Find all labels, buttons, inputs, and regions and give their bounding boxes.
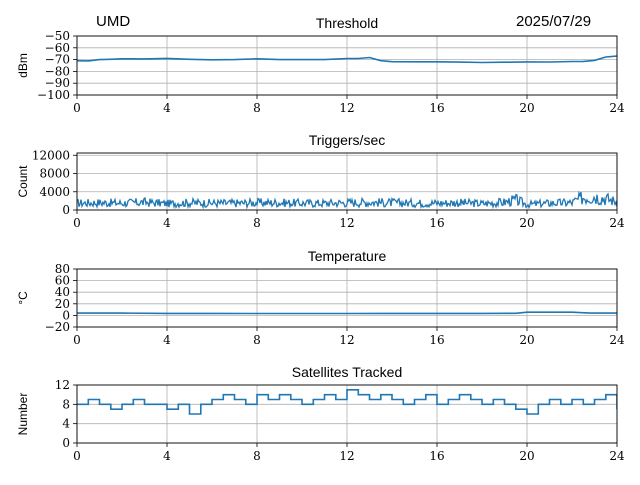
panel-0: Threshold 0 4 8 12 16 20 24 −50−60−70−80−90−100 d… [16,15,625,115]
x-tick-label: 4 [163,449,171,463]
y-tick-label: 0 [62,308,70,322]
y-tick-label: −20 [45,320,70,334]
y-tick-label: −60 [45,41,70,55]
y-tick-label: 80 [55,262,70,276]
x-tick-label: 4 [163,101,171,115]
x-tick-label: 4 [163,333,171,347]
panel-1-frame [76,152,618,211]
y-tick-label: −90 [45,76,70,90]
x-tick-label: 24 [609,449,625,463]
panel-1-title: Triggers/sec [309,132,386,148]
x-tick-label: 20 [519,333,534,347]
x-tick-label: 12 [339,333,354,347]
y-tick-label: 0 [62,436,70,450]
y-tick-label: 12000 [32,148,70,162]
x-tick-label: 24 [609,216,625,230]
panel-3-ylabel: Number [16,393,30,436]
y-tick-label: 8 [62,397,70,411]
panel-2-frame [76,268,618,328]
y-tick-label: 60 [55,274,70,288]
station-label: UMD [96,13,131,30]
y-tick-label: 8000 [39,167,70,181]
x-tick-label: 24 [609,333,625,347]
y-tick-label: 4000 [39,185,70,199]
x-tick-label: 16 [429,333,444,347]
y-tick-label: 20 [55,297,70,311]
x-tick-label: 20 [519,216,534,230]
x-tick-label: 0 [73,449,81,463]
x-tick-label: 12 [339,101,354,115]
panel-2-series-line [77,311,617,315]
panel-1-series-line [77,190,617,210]
x-tick-label: 20 [519,449,534,463]
panel-3-series-line [77,388,617,415]
panel-3: Satellites Tracked 0 4 8 12 16 20 24 12 8 4 0 Number [16,364,625,463]
x-tick-label: 12 [339,216,354,230]
panel-0-ylabel: dBm [16,53,30,78]
date-label: 2025/07/29 [516,13,592,30]
x-tick-label: 0 [73,333,81,347]
panel-2-ylabel: °C [16,291,30,305]
y-tick-label: −50 [45,29,70,43]
x-tick-label: 0 [73,216,81,230]
y-tick-label: −70 [45,53,70,67]
panel-0-title: Threshold [316,15,378,31]
x-tick-label: 8 [253,216,261,230]
panel-1: Triggers/sec 0 4 8 12 16 20 24 12000 8000 4000 0 Cou… [16,132,625,230]
x-tick-label: 20 [519,101,534,115]
panel-3-frame [76,384,618,444]
x-tick-label: 16 [429,101,444,115]
x-tick-label: 4 [163,216,171,230]
x-tick-label: 16 [429,216,444,230]
x-tick-label: 12 [339,449,354,463]
y-tick-label: 0 [62,203,70,217]
x-tick-label: 8 [253,101,261,115]
y-tick-label: 12 [55,378,70,392]
panel-1-ylabel: Count [16,165,30,198]
y-tick-label: −80 [45,64,70,78]
y-tick-label: −100 [37,88,70,102]
panel-3-title: Satellites Tracked [292,364,403,380]
panel-0-series-line [77,55,617,64]
y-tick-label: 40 [55,285,70,299]
y-tick-label: 4 [62,417,70,431]
x-tick-label: 16 [429,449,444,463]
x-tick-label: 24 [609,101,625,115]
x-tick-label: 8 [253,449,261,463]
x-tick-label: 8 [253,333,261,347]
panel-2-title: Temperature [308,248,387,264]
x-tick-label: 0 [73,101,81,115]
panel-0-frame [76,35,618,96]
